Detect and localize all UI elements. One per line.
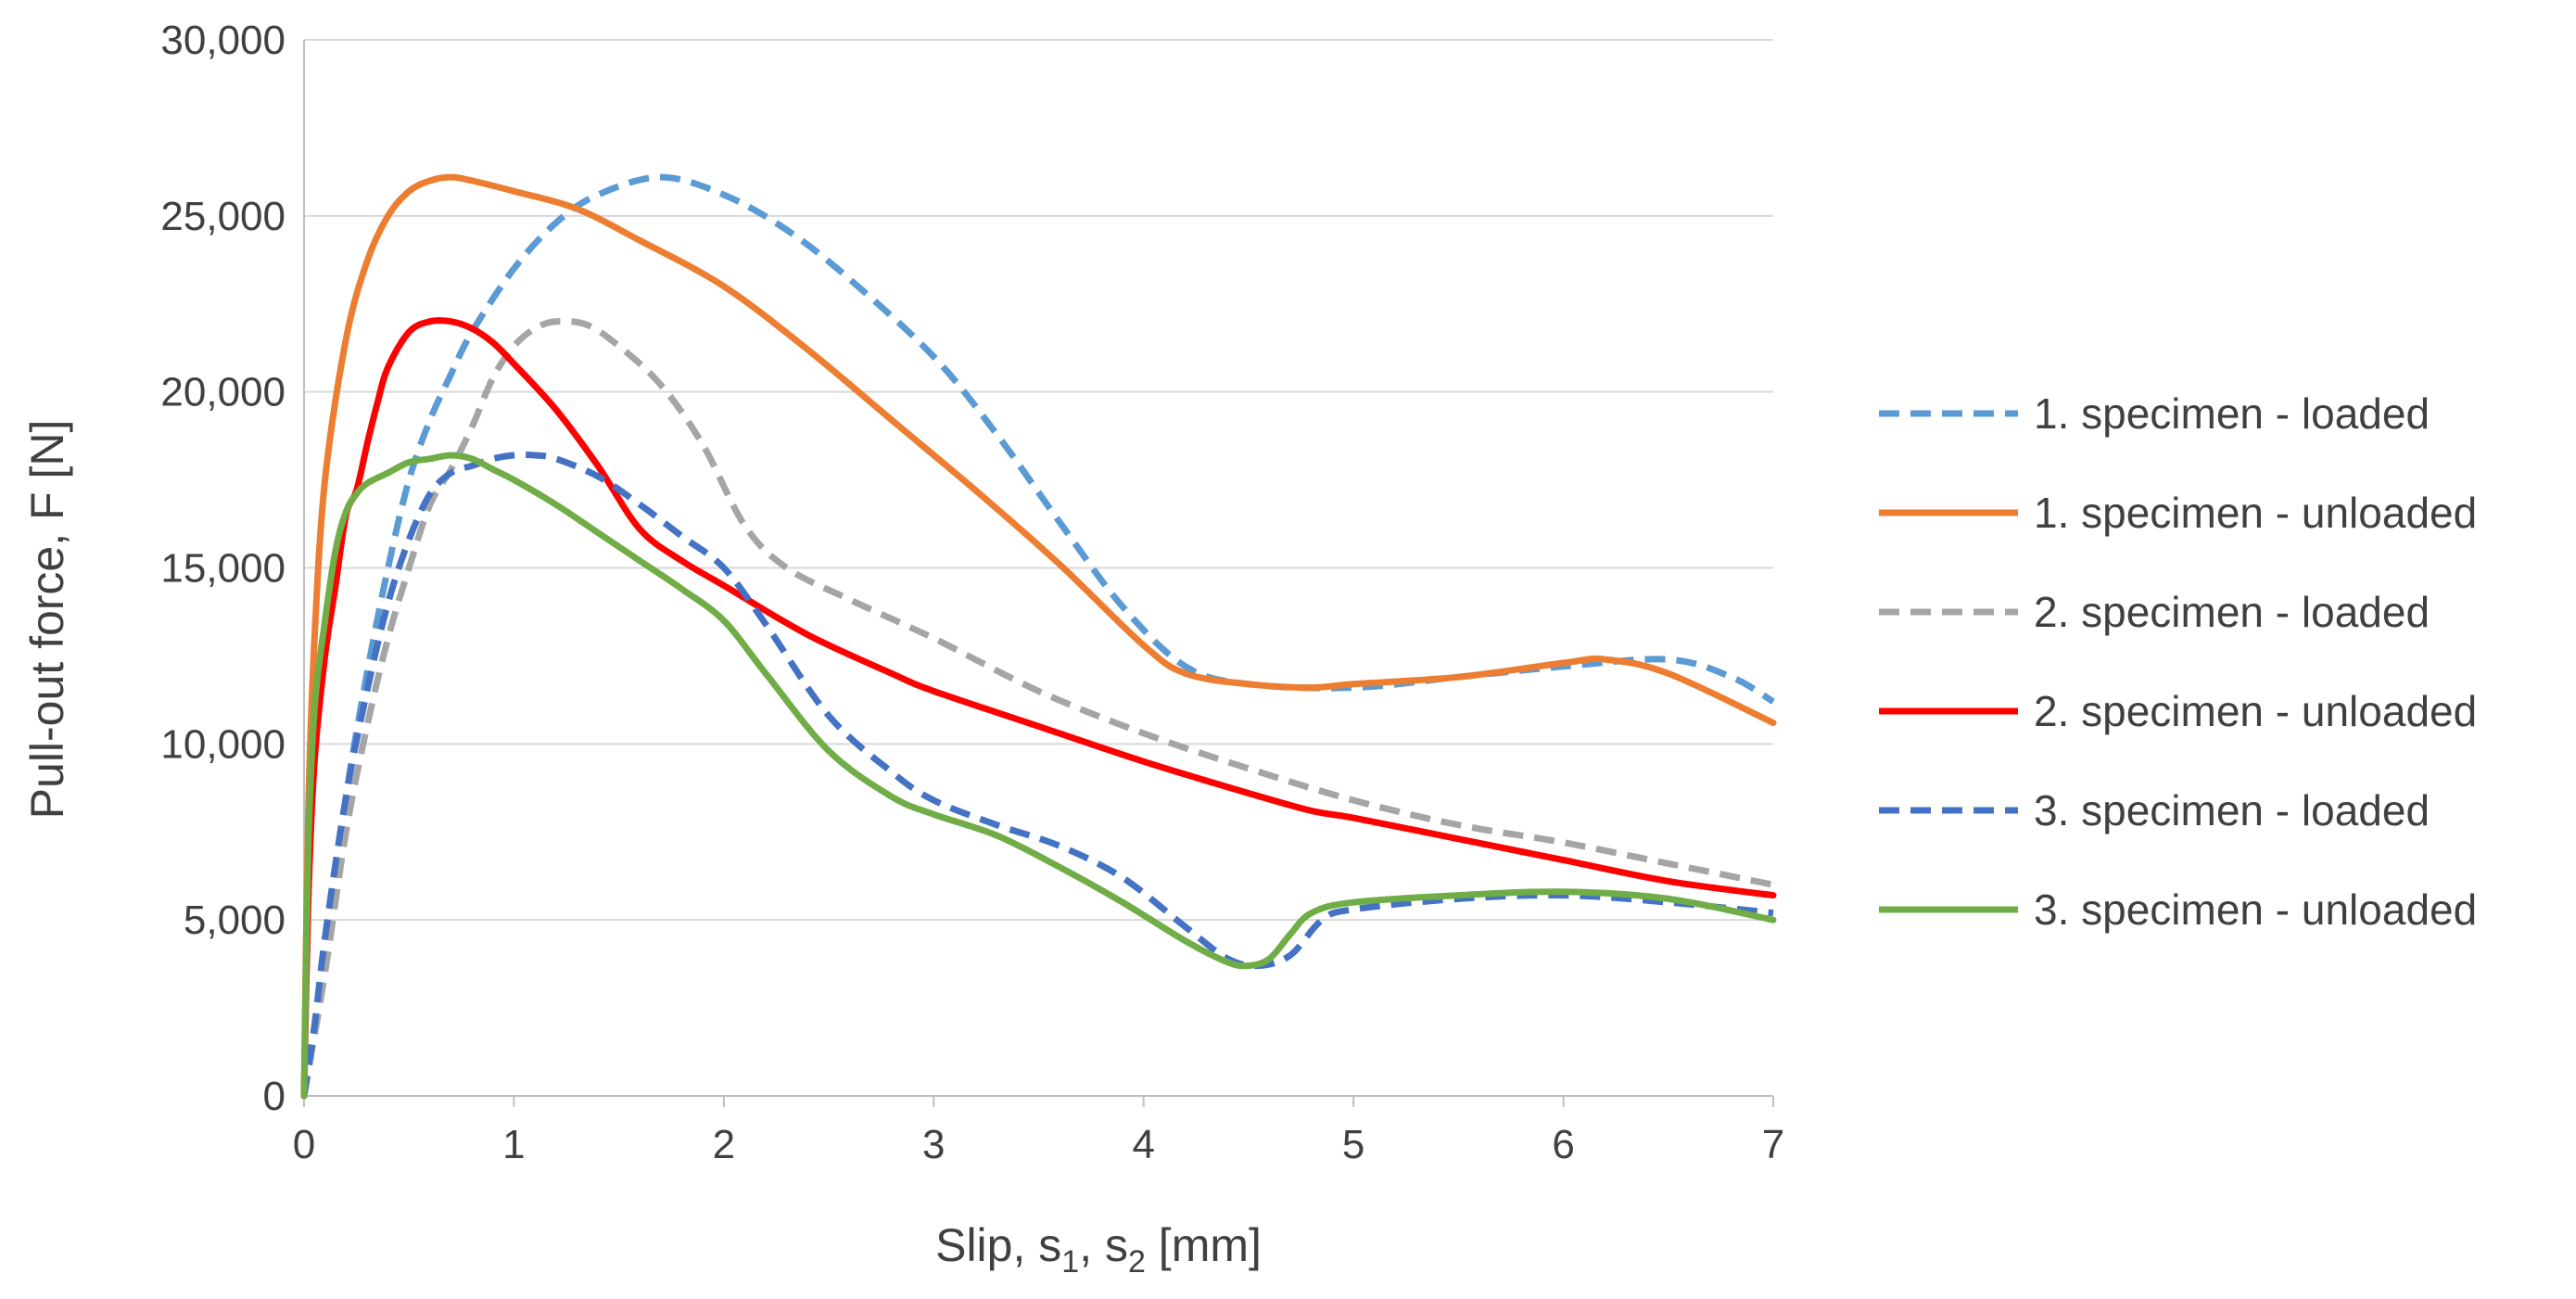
legend-label-4: 2. specimen - unloaded (2034, 687, 2477, 735)
series-line-6 (300, 452, 1777, 1100)
x-axis-title: Slip, s1, s2 [mm] (935, 1219, 1262, 1280)
y-tick-label-2: 10,000 (160, 721, 286, 767)
x-tick-labels: 0 1 2 3 4 5 6 7 (293, 1122, 1784, 1167)
legend-label-5: 3. specimen - loaded (2034, 786, 2430, 834)
y-tick-label-0: 0 (263, 1074, 286, 1119)
series-line-4 (300, 317, 1777, 1100)
x-tick-label-3: 3 (922, 1122, 945, 1167)
legend: 1. specimen - loaded 1. specimen - unload… (1879, 389, 2477, 934)
x-axis-title-mid: , s (1079, 1219, 1128, 1271)
legend-label-1: 1. specimen - loaded (2034, 389, 2430, 438)
x-tick-label-7: 7 (1762, 1122, 1784, 1167)
y-tick-label-6: 30,000 (160, 18, 286, 63)
y-tick-label-5: 25,000 (160, 194, 286, 239)
y-tick-label-1: 5,000 (184, 898, 286, 943)
legend-label-6: 3. specimen - unloaded (2034, 885, 2477, 934)
x-tick-label-4: 4 (1132, 1122, 1154, 1167)
series-lines (300, 173, 1777, 1100)
y-tick-label-4: 20,000 (160, 370, 286, 415)
x-axis-title-sub1: 1 (1061, 1244, 1079, 1280)
y-axis-title: Pull-out force, F [N] (21, 420, 73, 820)
y-tick-labels: 0 5,000 10,000 15,000 20,000 25,000 30,000 (160, 18, 286, 1119)
series-line-2 (300, 173, 1777, 1100)
x-tick-label-0: 0 (293, 1122, 315, 1167)
x-axis-title-sub2: 2 (1128, 1244, 1146, 1280)
x-tick-label-6: 6 (1552, 1122, 1574, 1167)
axes (303, 40, 1774, 1107)
x-tick-label-2: 2 (713, 1122, 735, 1167)
x-axis-title-main: Slip, s (935, 1219, 1061, 1271)
series-line-1 (300, 173, 1775, 1097)
legend-label-3: 2. specimen - loaded (2034, 588, 2430, 636)
gridlines (304, 39, 1773, 922)
x-axis-title-end: [mm] (1146, 1219, 1262, 1271)
x-tick-label-5: 5 (1342, 1122, 1364, 1167)
legend-label-2: 1. specimen - unloaded (2034, 489, 2477, 537)
y-tick-label-3: 15,000 (160, 546, 286, 592)
series-line-3 (300, 317, 1774, 1097)
series-line-5 (300, 452, 1774, 1097)
x-tick-label-1: 1 (502, 1122, 525, 1167)
